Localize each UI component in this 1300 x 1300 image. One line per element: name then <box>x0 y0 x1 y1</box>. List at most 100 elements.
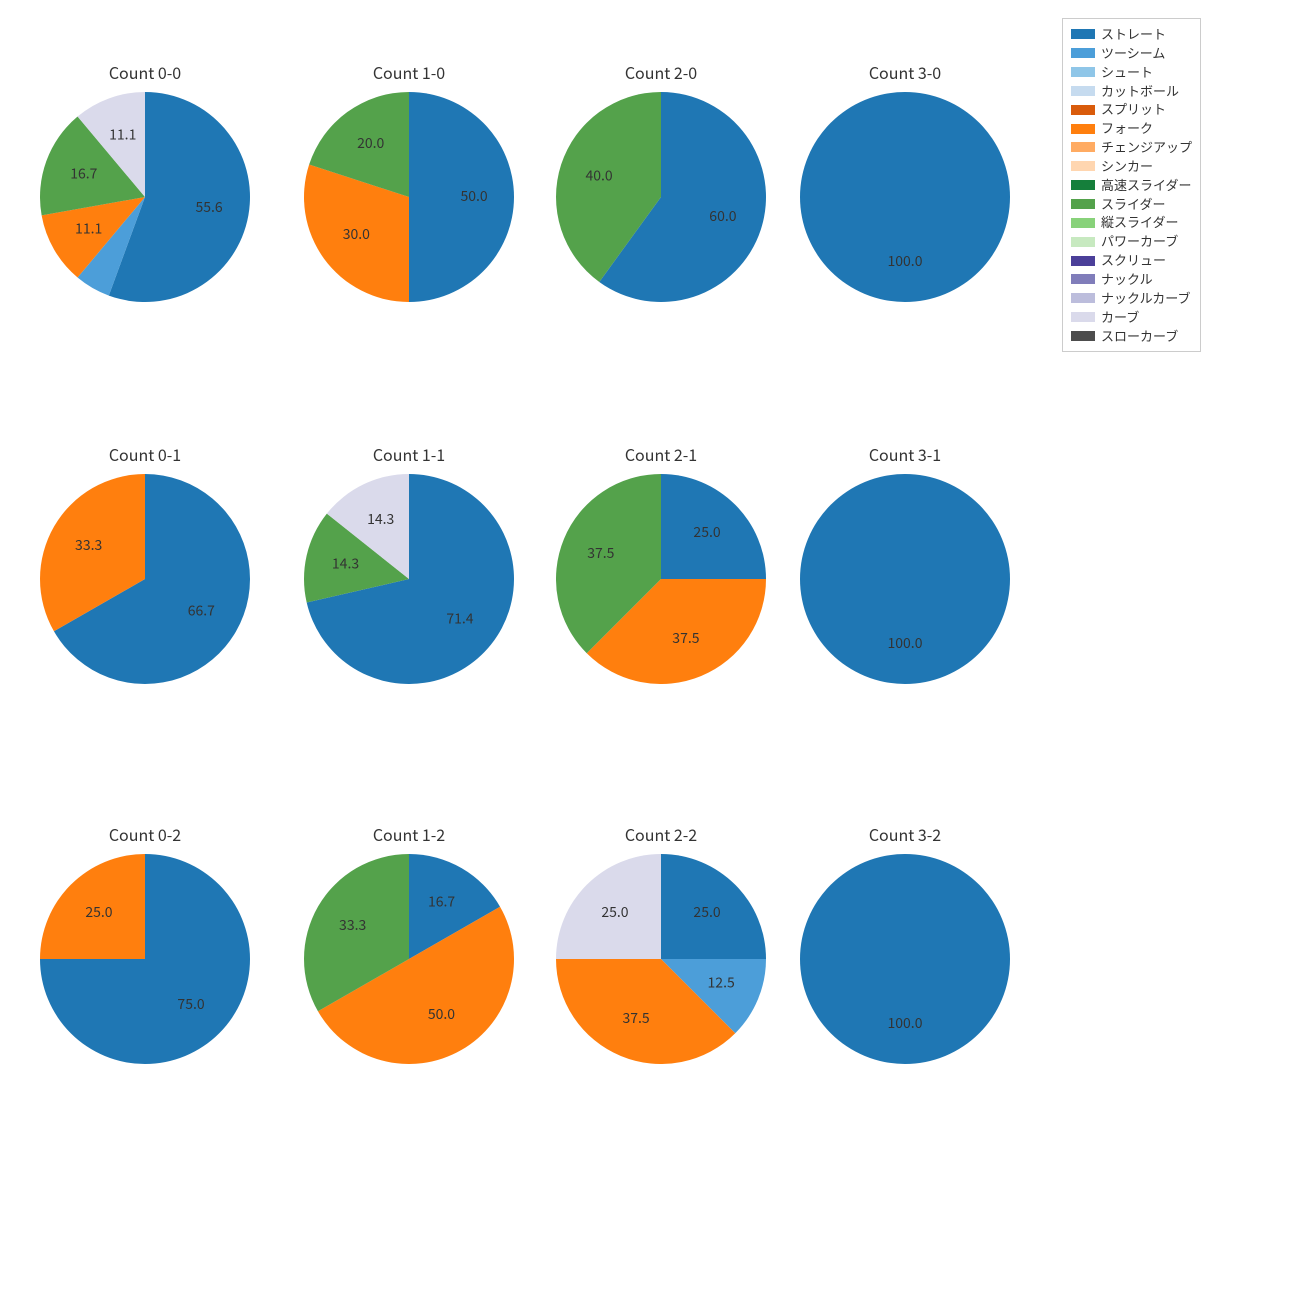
legend-label: スローカーブ <box>1101 327 1178 346</box>
pie-cell-c00: Count 0-0 55.6 11.1 16.7 11.1 <box>40 60 250 302</box>
pie-slice-label: 33.3 <box>339 915 366 935</box>
pie-cell-c02: Count 0-2 75.0 25.0 <box>40 822 250 1064</box>
legend-label: チェンジアップ <box>1101 138 1192 157</box>
legend-item: ナックル <box>1071 270 1192 289</box>
chart-grid: Count 0-055.611.116.711.1Count 1-050.030… <box>0 0 1300 1300</box>
pie-cell-c12: Count 1-216.750.033.3 <box>304 822 514 1064</box>
legend-swatch <box>1071 67 1095 77</box>
pie-chart: 100.0 <box>800 474 1010 684</box>
legend-item: シュート <box>1071 63 1192 82</box>
pie-chart: 100.0 <box>800 854 1010 1064</box>
legend-swatch <box>1071 256 1095 266</box>
pie-slice-label: 33.3 <box>75 535 102 555</box>
pie-chart: 66.733.3 <box>40 474 250 684</box>
legend-item: スプリット <box>1071 100 1192 119</box>
pie-slice-label: 25.0 <box>601 902 628 922</box>
pie-slice-label: 11.1 <box>109 125 136 145</box>
legend-swatch <box>1071 142 1095 152</box>
pie-slice-label: 14.3 <box>332 553 359 573</box>
pie-slice-label: 37.5 <box>672 628 699 648</box>
pie-slice-label: 12.5 <box>708 973 735 993</box>
pie-title: Count 2-2 <box>556 822 766 846</box>
pie-slice-label: 25.0 <box>693 522 720 542</box>
pie-slice-label: 50.0 <box>428 1004 455 1024</box>
legend-label: スクリュー <box>1101 251 1166 270</box>
legend-item: スクリュー <box>1071 251 1192 270</box>
legend-item: パワーカーブ <box>1071 232 1192 251</box>
pie-title: Count 1-0 <box>304 60 514 84</box>
pie-slice-label: 55.6 <box>195 197 222 217</box>
pie-chart: 71.414.314.3 <box>304 474 514 684</box>
legend-item: スローカーブ <box>1071 327 1192 346</box>
legend-swatch <box>1071 331 1095 341</box>
pie-cell-c22: Count 2-2 25.0 12.5 37.5 25.0 <box>556 822 766 1064</box>
pie-title: Count 2-1 <box>556 442 766 466</box>
legend-swatch <box>1071 237 1095 247</box>
legend-label: ツーシーム <box>1101 44 1165 63</box>
pie-slice-label: 100.0 <box>888 1013 923 1033</box>
legend-label: スライダー <box>1101 195 1165 214</box>
pie-title: Count 2-0 <box>556 60 766 84</box>
pie-slice-label: 75.0 <box>177 994 204 1014</box>
legend-label: カットボール <box>1101 82 1179 101</box>
pie-chart: 16.750.033.3 <box>304 854 514 1064</box>
pie-title: Count 0-1 <box>40 442 250 466</box>
pie-cell-c01: Count 0-1 66.733.3 <box>40 442 250 684</box>
pie-chart: 100.0 <box>800 92 1010 302</box>
pie-title: Count 1-2 <box>304 822 514 846</box>
pie-slice-label: 37.5 <box>587 543 614 563</box>
pie-cell-c10: Count 1-050.030.020.0 <box>304 60 514 302</box>
legend-swatch <box>1071 48 1095 58</box>
pie-slice-label: 16.7 <box>70 164 97 184</box>
pie-slice-label: 25.0 <box>693 902 720 922</box>
pie-slice-label: 50.0 <box>460 186 487 206</box>
legend-item: カーブ <box>1071 308 1192 327</box>
legend-label: ナックル <box>1101 270 1153 289</box>
pie-cell-c31: Count 3-1 100.0 <box>800 442 1010 684</box>
legend-label: ストレート <box>1101 25 1166 44</box>
legend-label: 縦スライダー <box>1101 213 1178 232</box>
pie-slice-label: 37.5 <box>622 1008 649 1028</box>
legend-label: パワーカーブ <box>1101 232 1178 251</box>
legend-swatch <box>1071 274 1095 284</box>
pie-chart: 60.0 40.0 <box>556 92 766 302</box>
pie-cell-c11: Count 1-171.414.314.3 <box>304 442 514 684</box>
legend-item: ナックルカーブ <box>1071 289 1192 308</box>
pie-title: Count 3-2 <box>800 822 1010 846</box>
pie-title: Count 0-2 <box>40 822 250 846</box>
legend-item: 高速スライダー <box>1071 176 1192 195</box>
pie-chart: 55.6 11.1 16.7 11.1 <box>40 92 250 302</box>
pie-cell-c21: Count 2-1 25.0 37.5 37.5 <box>556 442 766 684</box>
pie-slice-label: 25.0 <box>85 902 112 922</box>
legend-label: シンカー <box>1101 157 1153 176</box>
pie-title: Count 3-1 <box>800 442 1010 466</box>
pie-slice-label: 100.0 <box>888 251 923 271</box>
legend-swatch <box>1071 86 1095 96</box>
legend-label: スプリット <box>1101 100 1166 119</box>
legend-swatch <box>1071 124 1095 134</box>
pie-slice-label: 40.0 <box>585 166 612 186</box>
pie-chart: 25.0 37.5 37.5 <box>556 474 766 684</box>
legend-label: 高速スライダー <box>1101 176 1191 195</box>
pie-cell-c20: Count 2-0 60.0 40.0 <box>556 60 766 302</box>
pie-chart: 75.0 25.0 <box>40 854 250 1064</box>
legend-label: ナックルカーブ <box>1101 289 1190 308</box>
pie-slice-label: 60.0 <box>709 206 736 226</box>
legend-label: フォーク <box>1101 119 1153 138</box>
pie-title: Count 0-0 <box>40 60 250 84</box>
legend-swatch <box>1071 180 1095 190</box>
pie-slice-label: 11.1 <box>75 218 102 238</box>
pie-title: Count 1-1 <box>304 442 514 466</box>
pie-slice-label: 20.0 <box>357 133 384 153</box>
pie-chart: 25.0 12.5 37.5 25.0 <box>556 854 766 1064</box>
pie-slice-label: 100.0 <box>888 633 923 653</box>
legend-label: シュート <box>1101 63 1153 82</box>
pie-slice-label: 71.4 <box>446 608 473 628</box>
legend-swatch <box>1071 293 1095 303</box>
pie-cell-c32: Count 3-2 100.0 <box>800 822 1010 1064</box>
legend-swatch <box>1071 29 1095 39</box>
pie-title: Count 3-0 <box>800 60 1010 84</box>
legend-item: 縦スライダー <box>1071 213 1192 232</box>
legend-item: フォーク <box>1071 119 1192 138</box>
legend-swatch <box>1071 105 1095 115</box>
